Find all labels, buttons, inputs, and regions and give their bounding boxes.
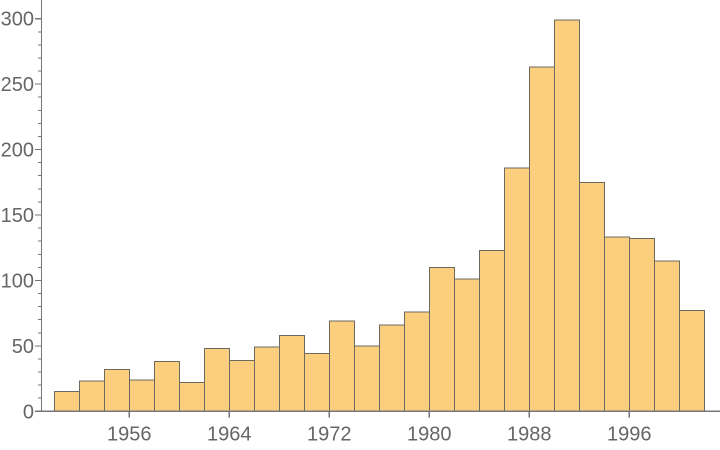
x-tick-label: 1988 (507, 424, 552, 446)
y-tick-label: 200 (1, 140, 34, 162)
y-tick-label: 100 (1, 270, 34, 292)
histogram-bar (653, 260, 680, 412)
histogram-bar (678, 310, 705, 412)
y-tick-label: 300 (1, 9, 34, 31)
histogram-bar (578, 181, 605, 412)
x-tick-label: 1996 (607, 424, 652, 446)
histogram-bar (353, 345, 380, 412)
histogram-bar (78, 380, 105, 412)
x-tick-label: 1964 (207, 424, 252, 446)
histogram-bar (228, 359, 255, 412)
histogram-bar (378, 324, 405, 412)
histogram-bar (603, 236, 630, 412)
histogram-bar (178, 382, 205, 412)
histogram-bar (103, 368, 130, 412)
x-tick-label: 1972 (307, 424, 352, 446)
histogram-bar (478, 249, 505, 412)
y-tick-label: 0 (23, 401, 34, 423)
histogram-bar (128, 379, 155, 412)
histogram-bar (303, 353, 330, 412)
histogram-bar (53, 391, 80, 412)
y-tick-label: 150 (1, 205, 34, 227)
histogram-bar (553, 19, 580, 412)
histogram-bar (328, 320, 355, 412)
histogram-bar (528, 66, 555, 412)
x-tick-label: 1956 (107, 424, 152, 446)
histogram-bar (403, 311, 430, 412)
histogram-bar (253, 346, 280, 412)
histogram-bar (428, 266, 455, 412)
histogram-bar (503, 167, 530, 412)
y-tick-label: 50 (12, 336, 34, 358)
histogram-bar (153, 361, 180, 412)
histogram-bar (628, 238, 655, 412)
histogram-bar (278, 334, 305, 412)
histogram-bar (453, 278, 480, 412)
x-tick-label: 1980 (407, 424, 452, 446)
histogram-bar (203, 347, 230, 412)
y-tick-label: 250 (1, 74, 34, 96)
